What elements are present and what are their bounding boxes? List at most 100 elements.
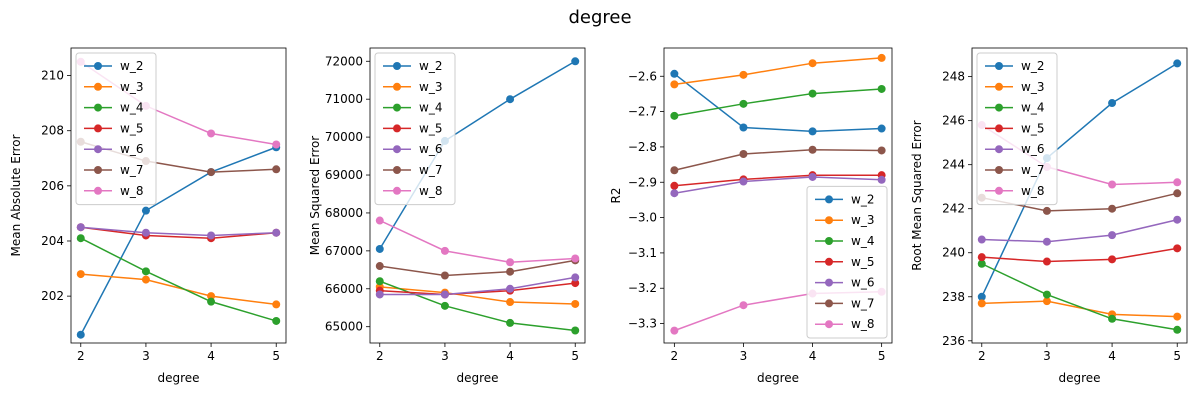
- chart-1-ytick-label: 204: [41, 234, 64, 248]
- chart-3-series-w_4-point: [670, 111, 679, 120]
- chart-1-series-w_7-point: [272, 165, 281, 174]
- chart-1-x-axis-label: degree: [157, 371, 199, 385]
- chart-2-ytick-label: 68000: [325, 206, 363, 220]
- chart-3-series-w_3-line: [674, 57, 882, 86]
- chart-2-xtick-label: 2: [376, 349, 384, 363]
- chart-3-ytick-label: −2.9: [628, 175, 657, 189]
- chart-4-series-w_7-point: [1173, 189, 1182, 198]
- chart-3-ytick-label: −2.7: [628, 105, 657, 119]
- chart-3-ytick-label: −3.2: [628, 281, 657, 295]
- chart-1-series-w_6-point: [141, 228, 150, 237]
- chart-2-ytick-label: 67000: [325, 244, 363, 258]
- chart-3-legend-label-w_4: w_4: [851, 234, 874, 248]
- chart-4-series-w_5-point: [977, 253, 986, 262]
- chart-4-legend-marker-w_4: [995, 103, 1003, 112]
- chart-3-legend: w_2 w_3 w_4 w_5 w_6 w_7 w_8: [806, 185, 888, 339]
- chart-4-series-w_6-point: [1108, 231, 1117, 240]
- chart-2-series-w_2-point: [571, 57, 580, 66]
- chart-2-legend-marker-w_5: [393, 124, 401, 133]
- chart-3-x-axis-label: degree: [757, 371, 799, 385]
- chart-2-legend-marker-w_8: [393, 186, 401, 195]
- chart-1-series-w_8-point: [207, 129, 216, 138]
- chart-4-series-w_6-line: [981, 218, 1178, 243]
- chart-1-series-w_6-point: [76, 223, 85, 232]
- chart-2-xtick-label: 3: [441, 349, 449, 363]
- chart-1-legend-marker-w_2: [94, 62, 102, 70]
- chart-3-ytick-label: −3.1: [628, 246, 657, 260]
- chart-1-series-w_3-line: [80, 273, 277, 306]
- chart-4-ytick-label: 240: [942, 246, 965, 260]
- chart-2-series-w_7-point: [375, 262, 384, 271]
- chart-1-series-w_4-point: [207, 297, 216, 306]
- chart-4-legend-label-w_8: w_8: [1021, 184, 1044, 198]
- chart-4-series-w_5-point: [1173, 244, 1182, 253]
- chart-2-legend-label-w_2: w_2: [419, 59, 442, 73]
- chart-4-series-w_8-point: [1108, 180, 1117, 189]
- chart-3-ytick-label: −3.0: [628, 211, 657, 225]
- chart-1-series-w_7-point: [207, 168, 216, 177]
- chart-4-legend-label-w_5: w_5: [1021, 121, 1044, 135]
- chart-3-legend-marker-w_8: [825, 320, 833, 329]
- chart-4-x-axis-label: degree: [1058, 371, 1100, 385]
- chart-1-legend-label-w_7: w_7: [120, 163, 143, 177]
- chart-2-legend-marker-w_4: [393, 103, 401, 112]
- chart-4-ytick-label: 244: [942, 158, 965, 172]
- chart-3-legend-label-w_5: w_5: [851, 255, 874, 269]
- chart-4-series-w_3-line: [981, 300, 1178, 318]
- chart-2-xtick-label: 5: [571, 349, 579, 363]
- chart-3-legend-marker-w_4: [825, 237, 833, 245]
- chart-2-ytick-label: 72000: [325, 54, 363, 68]
- chart-1-y-axis-label: Mean Absolute Error: [9, 134, 23, 256]
- chart-2-series-w_2-point: [375, 244, 384, 253]
- chart-3-series-w_7-point: [877, 146, 886, 155]
- chart-4-series-w_3-point: [1173, 312, 1182, 321]
- chart-2-series-w_3-line: [379, 286, 576, 305]
- chart-2-series-w_4-point: [506, 318, 515, 327]
- chart-4-series-w_6-point: [1173, 215, 1182, 224]
- chart-1-series-w_2-point: [76, 330, 85, 339]
- chart-1-legend-label-w_3: w_3: [120, 80, 143, 94]
- chart-1-xtick-label: 3: [142, 349, 150, 363]
- chart-2-series-w_4-point: [571, 326, 580, 335]
- chart-3-series-w_5-line: [674, 174, 882, 187]
- chart-3-ytick-label: −2.8: [628, 140, 657, 154]
- chart-1-series-w_2-point: [141, 206, 150, 215]
- chart-3-series-w_2-point: [808, 127, 817, 136]
- chart-3-series-w_3-point: [739, 70, 748, 79]
- chart-3-series-w_5-point: [670, 181, 679, 190]
- chart-4-series-w_4-point: [977, 259, 986, 268]
- chart-2-series-w_4-point: [375, 277, 384, 286]
- chart-3-series-w_4-point: [739, 99, 748, 108]
- chart-2-series-w_6-point: [571, 273, 580, 282]
- chart-4-series-w_5-line: [981, 247, 1178, 263]
- chart-1-series-w_4-point: [76, 234, 85, 243]
- chart-4-legend-label-w_7: w_7: [1021, 163, 1044, 177]
- chart-4-legend-label-w_6: w_6: [1021, 142, 1044, 156]
- chart-2-series-w_2-point: [506, 95, 515, 104]
- chart-1-ytick-label: 208: [41, 124, 64, 138]
- chart-2-series-w_3-point: [571, 299, 580, 308]
- chart-3-series-w_6-line: [674, 176, 882, 194]
- chart-2-legend-label-w_3: w_3: [419, 80, 442, 94]
- chart-2-series-w_6-point: [506, 284, 515, 293]
- chart-3-series-w_6-point: [877, 175, 886, 184]
- chart-3-xtick-label: 4: [809, 349, 817, 363]
- chart-2-series-w_6-point: [375, 290, 384, 299]
- chart-2-series-w_8-point: [506, 258, 515, 267]
- chart-4-legend-marker-w_3: [995, 82, 1003, 91]
- chart-2-x-axis-label: degree: [456, 371, 498, 385]
- chart-4-legend-label-w_2: w_2: [1021, 59, 1044, 73]
- chart-3-xtick-label: 5: [878, 349, 886, 363]
- chart-3-legend-marker-w_7: [825, 299, 833, 308]
- chart-4-ytick-label: 246: [942, 114, 965, 128]
- chart-4-series-w_2-line: [981, 62, 1178, 298]
- chart-1-legend-marker-w_8: [94, 186, 102, 195]
- chart-3-series-w_6-point: [670, 189, 679, 198]
- chart-2-series-w_6-line: [379, 276, 576, 296]
- chart-2-series-w_5-point: [571, 279, 580, 288]
- chart-4-legend-label-w_4: w_4: [1021, 101, 1044, 115]
- chart-2-legend: w_2 w_3 w_4 w_5 w_6 w_7 w_8: [374, 52, 456, 206]
- chart-1-series-w_6-point: [272, 228, 281, 237]
- chart-2-series-w_7-point: [440, 271, 449, 280]
- chart-2-legend-marker-w_7: [393, 166, 401, 174]
